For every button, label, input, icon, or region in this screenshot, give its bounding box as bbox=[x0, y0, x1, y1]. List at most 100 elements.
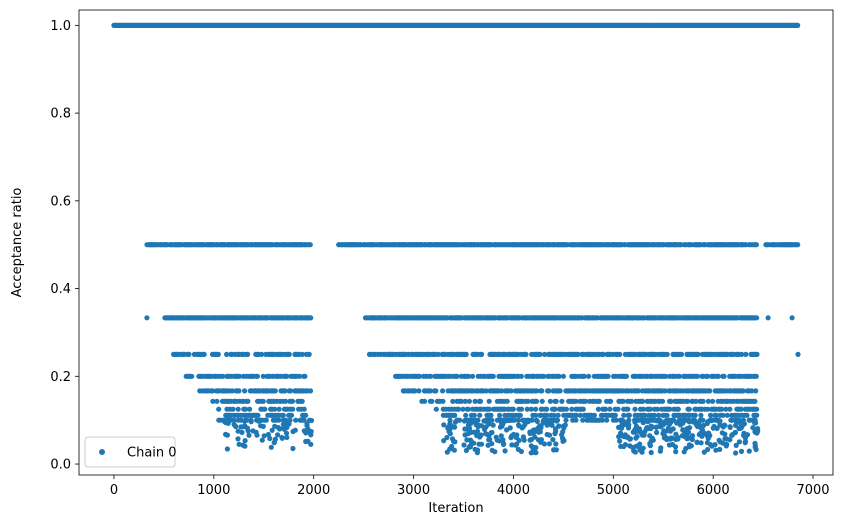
data-point bbox=[727, 406, 733, 412]
data-point bbox=[652, 412, 658, 418]
data-point bbox=[242, 406, 249, 412]
data-point bbox=[662, 373, 669, 379]
data-point bbox=[583, 398, 589, 404]
data-point bbox=[541, 441, 548, 447]
data-point bbox=[276, 425, 282, 431]
data-point bbox=[435, 351, 441, 357]
data-point bbox=[186, 351, 192, 357]
data-point bbox=[546, 432, 553, 438]
y-axis-ticks: 0.0 0.2 0.4 0.6 0.8 1.0 bbox=[50, 19, 79, 473]
data-point bbox=[454, 373, 460, 379]
data-point bbox=[516, 423, 522, 429]
data-point bbox=[493, 434, 499, 440]
data-point bbox=[510, 406, 516, 412]
data-point bbox=[704, 440, 711, 446]
data-point bbox=[450, 398, 456, 404]
data-point bbox=[533, 406, 539, 412]
data-point bbox=[490, 422, 496, 428]
data-point bbox=[635, 388, 642, 394]
data-point bbox=[559, 398, 565, 404]
data-point bbox=[539, 388, 545, 394]
data-point bbox=[546, 441, 553, 447]
data-point bbox=[276, 417, 282, 423]
chain-0-points bbox=[111, 22, 801, 456]
data-point bbox=[255, 412, 261, 418]
data-point bbox=[261, 433, 267, 439]
data-point bbox=[638, 429, 644, 435]
data-point bbox=[652, 417, 659, 423]
data-point bbox=[241, 424, 247, 430]
data-point bbox=[640, 445, 646, 451]
data-point bbox=[457, 417, 463, 423]
x-tick-label: 0 bbox=[110, 483, 118, 498]
data-point bbox=[460, 406, 466, 412]
data-point bbox=[260, 373, 266, 379]
data-point bbox=[733, 422, 739, 428]
data-point bbox=[684, 431, 690, 437]
data-point bbox=[282, 388, 288, 394]
data-point bbox=[620, 418, 627, 424]
data-point bbox=[282, 398, 289, 404]
data-point bbox=[648, 449, 654, 456]
data-point bbox=[698, 425, 704, 431]
data-point bbox=[713, 412, 719, 418]
data-point bbox=[429, 398, 435, 404]
data-point bbox=[552, 406, 558, 412]
data-point bbox=[502, 448, 508, 454]
x-tick-label: 5000 bbox=[597, 483, 630, 498]
data-point bbox=[307, 388, 314, 394]
data-point bbox=[474, 428, 481, 434]
data-point bbox=[301, 428, 307, 434]
data-point bbox=[210, 398, 216, 404]
data-point bbox=[618, 443, 624, 449]
data-point bbox=[254, 373, 260, 379]
data-point bbox=[290, 445, 296, 452]
data-point bbox=[265, 431, 271, 438]
data-point bbox=[749, 388, 755, 394]
legend: Chain 0 bbox=[84, 436, 177, 468]
data-point bbox=[466, 420, 472, 426]
data-point bbox=[553, 441, 559, 447]
data-point bbox=[247, 406, 253, 412]
y-axis-label: Acceptance ratio bbox=[10, 188, 25, 298]
data-point bbox=[215, 351, 221, 357]
data-point bbox=[527, 429, 533, 435]
data-point bbox=[233, 423, 239, 430]
data-point bbox=[254, 432, 260, 438]
data-point bbox=[733, 450, 739, 456]
data-point bbox=[662, 388, 668, 394]
data-point bbox=[700, 398, 706, 404]
data-point bbox=[664, 351, 670, 357]
data-point bbox=[479, 351, 485, 357]
data-point bbox=[465, 406, 471, 412]
y-tick-label: 0.2 bbox=[50, 370, 71, 385]
data-point bbox=[721, 422, 728, 428]
data-point bbox=[272, 423, 278, 429]
data-point bbox=[440, 388, 446, 394]
data-point bbox=[245, 351, 251, 357]
data-point bbox=[710, 398, 716, 404]
data-point bbox=[515, 446, 521, 452]
data-point bbox=[740, 388, 746, 394]
data-point bbox=[541, 373, 547, 379]
data-point bbox=[469, 373, 476, 379]
data-point bbox=[301, 406, 307, 412]
data-point bbox=[666, 442, 673, 448]
data-point bbox=[539, 398, 545, 404]
data-point bbox=[422, 398, 428, 404]
data-point bbox=[229, 388, 235, 394]
y-tick-label: 0.8 bbox=[50, 107, 71, 122]
data-point bbox=[235, 436, 241, 442]
data-point bbox=[724, 441, 730, 447]
data-point bbox=[452, 419, 458, 425]
data-point bbox=[689, 433, 696, 439]
data-point bbox=[692, 412, 698, 418]
data-point bbox=[467, 443, 473, 449]
data-point bbox=[416, 388, 422, 394]
data-point bbox=[490, 373, 496, 379]
data-point bbox=[468, 438, 474, 444]
data-point bbox=[216, 406, 222, 412]
data-point bbox=[765, 315, 771, 321]
data-point bbox=[625, 421, 631, 427]
data-point bbox=[259, 351, 265, 357]
